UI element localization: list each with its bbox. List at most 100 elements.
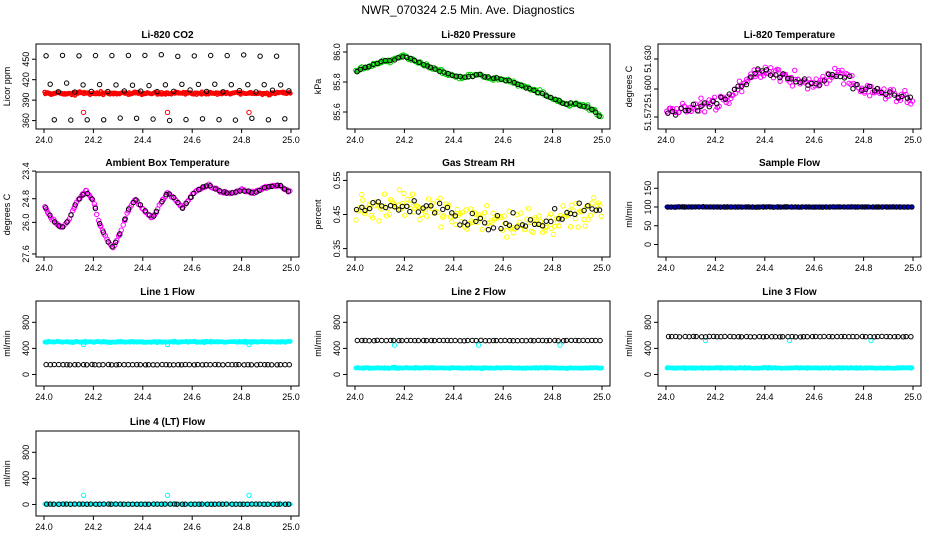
data-point — [386, 211, 393, 217]
data-point — [589, 337, 595, 344]
data-point — [432, 66, 438, 72]
x-tick-label: 24.4 — [134, 392, 152, 402]
y-tick-label: 51.630 — [643, 45, 653, 73]
data-point — [702, 109, 708, 115]
data-point — [775, 204, 781, 210]
data-point — [788, 76, 794, 82]
data-point — [792, 67, 798, 74]
x-tick-label: 24.4 — [134, 263, 152, 273]
data-point — [464, 222, 471, 228]
data-point — [899, 93, 905, 100]
series-3 — [354, 337, 603, 344]
data-points — [353, 187, 604, 240]
data-point — [163, 192, 169, 198]
data-point — [415, 337, 422, 344]
data-point — [43, 53, 49, 59]
data-point — [84, 190, 91, 197]
data-point — [887, 89, 893, 95]
series-3 — [43, 52, 292, 124]
data-point — [411, 57, 418, 64]
data-point — [47, 212, 53, 218]
data-point — [739, 88, 745, 95]
data-point — [847, 73, 853, 80]
data-point — [125, 52, 132, 59]
data-point — [366, 338, 372, 344]
data-point — [777, 75, 783, 81]
x-tick-label: 24.0 — [346, 135, 364, 145]
data-point — [138, 88, 144, 94]
data-point — [909, 204, 915, 210]
data-point — [693, 333, 699, 340]
data-point — [887, 204, 893, 210]
data-point — [95, 217, 102, 224]
data-point — [743, 81, 750, 88]
data-point — [256, 187, 263, 194]
data-point — [703, 204, 710, 210]
data-point — [183, 116, 189, 123]
data-point — [722, 96, 729, 102]
data-point — [265, 362, 271, 368]
data-point — [582, 223, 588, 229]
y-tick-label: 400 — [21, 471, 31, 486]
data-point — [399, 200, 406, 207]
data-point — [849, 204, 855, 210]
x-tick-label: 24.8 — [855, 392, 873, 402]
data-point — [153, 208, 160, 215]
data-point — [87, 501, 94, 507]
data-point — [145, 362, 152, 368]
data-point — [564, 209, 570, 216]
data-point — [589, 200, 595, 206]
data-point — [286, 362, 292, 368]
data-point — [542, 224, 549, 231]
data-point — [900, 334, 906, 340]
y-tick-label: 390 — [21, 93, 31, 108]
data-point — [874, 86, 880, 92]
data-point — [735, 334, 742, 340]
y-tick-label: 85.8 — [332, 73, 342, 91]
data-point — [163, 362, 169, 368]
data-points — [42, 492, 293, 507]
data-point — [782, 71, 789, 78]
data-point — [887, 87, 893, 93]
y-axis-label: percent — [313, 199, 323, 230]
data-point — [274, 362, 280, 368]
x-tick-label: 25.0 — [904, 135, 922, 145]
data-point — [504, 234, 510, 240]
data-point — [575, 224, 581, 230]
data-point — [845, 204, 851, 210]
data-point — [904, 95, 911, 101]
data-point — [360, 197, 366, 203]
data-point — [146, 82, 152, 89]
data-point — [581, 103, 587, 110]
data-point — [220, 362, 226, 368]
data-point — [105, 88, 111, 95]
data-point — [909, 365, 915, 371]
x-tick-label: 24.4 — [134, 135, 152, 145]
data-point — [701, 100, 708, 106]
y-tick-label: 27.6 — [21, 245, 31, 263]
plot-frame — [657, 171, 922, 258]
data-point — [539, 223, 546, 229]
data-point — [514, 224, 520, 230]
y-axis-label: Licor ppm — [2, 67, 12, 107]
data-point — [113, 82, 119, 88]
x-tick-label: 24.0 — [346, 263, 364, 273]
data-point — [175, 199, 181, 206]
data-point — [690, 101, 697, 108]
data-point — [286, 501, 292, 507]
data-point — [415, 203, 421, 210]
data-point — [171, 501, 178, 507]
data-point — [596, 113, 602, 119]
data-point — [437, 195, 443, 202]
data-point — [485, 227, 492, 233]
data-point — [216, 117, 222, 123]
data-point — [100, 229, 107, 235]
data-points — [353, 52, 604, 120]
data-point — [353, 217, 359, 223]
data-point — [408, 197, 414, 203]
data-point — [482, 220, 488, 226]
data-point — [752, 70, 758, 77]
data-point — [763, 204, 770, 210]
data-point — [679, 204, 686, 210]
data-point — [852, 204, 858, 210]
